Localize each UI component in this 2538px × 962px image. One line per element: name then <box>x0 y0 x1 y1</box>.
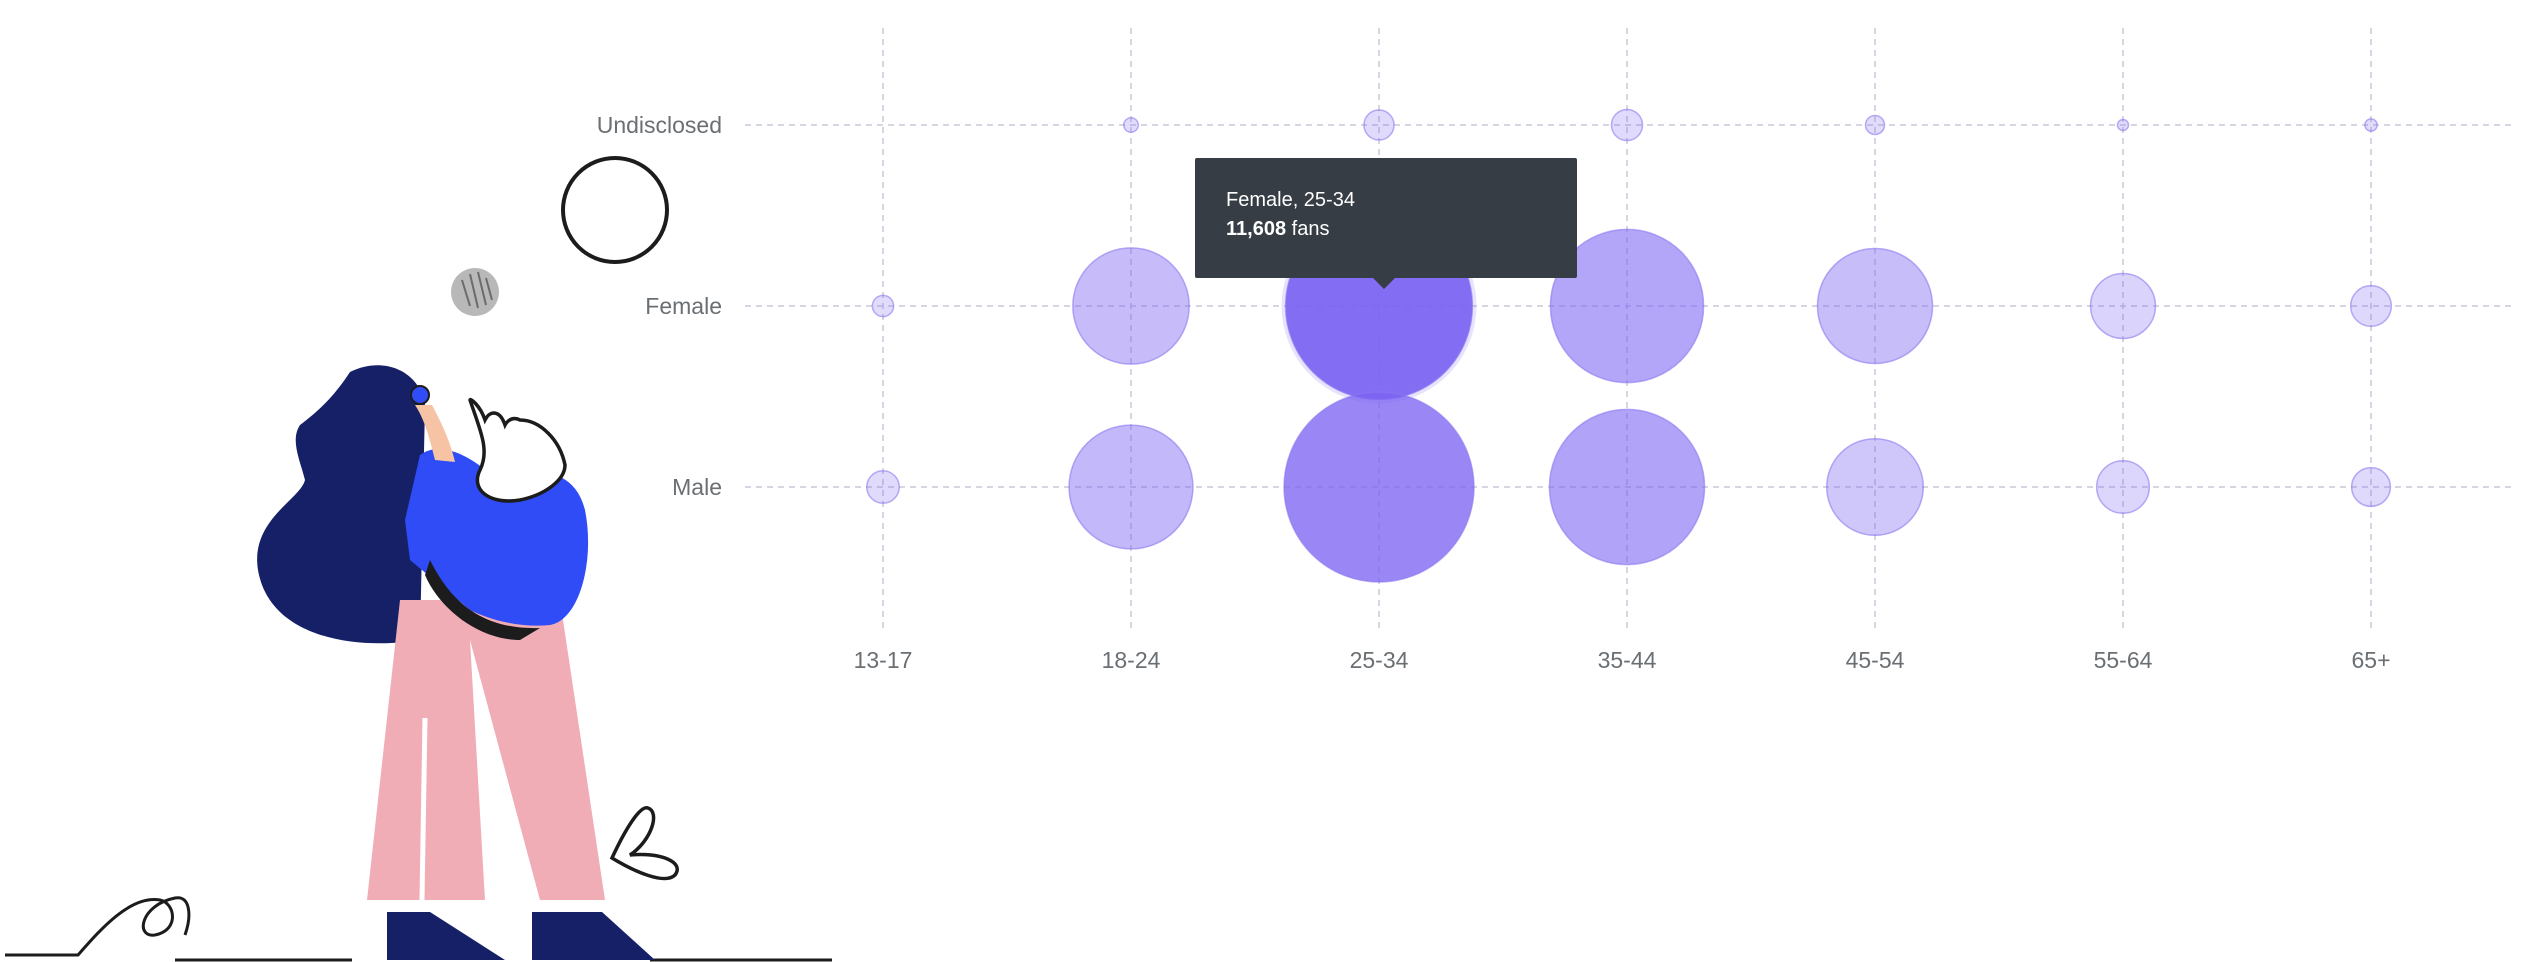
tooltip-value: 11,608 <box>1226 218 1287 240</box>
bubble-point[interactable] <box>1816 247 1934 365</box>
bubble-marks <box>866 108 2393 583</box>
right-shoe-icon <box>532 912 655 960</box>
tooltip-value-line: 11,608 fans <box>1226 214 1546 244</box>
row-label: Male <box>672 474 722 500</box>
column-label: 65+ <box>2351 647 2390 673</box>
bubble-point[interactable] <box>2364 118 2378 132</box>
bubble-point[interactable] <box>1283 391 1475 583</box>
tooltip-unit: fans <box>1291 218 1330 240</box>
tooltip-title: Female, 25-34 <box>1226 189 1355 211</box>
column-label: 18-24 <box>1102 647 1161 673</box>
column-label: 13-17 <box>854 647 913 673</box>
leaf-sprig-icon <box>609 806 679 881</box>
bubble-point[interactable] <box>866 470 900 504</box>
column-label: 45-54 <box>1846 647 1905 673</box>
bubble-point[interactable] <box>2350 466 2392 508</box>
column-label: 55-64 <box>2094 647 2153 673</box>
pants-crease <box>419 717 428 901</box>
column-label: 25-34 <box>1350 647 1409 673</box>
shirt-sash <box>425 560 540 640</box>
bubble-point[interactable] <box>1122 116 1140 134</box>
bubble-point[interactable] <box>1363 109 1395 141</box>
bubble-point[interactable] <box>1072 247 1190 365</box>
left-shoe-icon <box>387 912 505 960</box>
bubble-point[interactable] <box>1068 424 1194 550</box>
bubble-point[interactable] <box>2095 459 2151 515</box>
bubble-point[interactable] <box>1610 108 1644 142</box>
column-labels: 13-17 18-24 25-34 35-44 45-54 55-64 65+ <box>854 647 2391 673</box>
column-label: 35-44 <box>1598 647 1657 673</box>
waving-hand-icon <box>468 397 567 503</box>
chart-tooltip: Female, 25-34 11,608 fans <box>1195 158 1577 289</box>
bubble-point[interactable] <box>1825 437 1925 537</box>
bubble-point[interactable] <box>2116 118 2130 132</box>
ground-line-left <box>5 896 191 957</box>
bubble-point[interactable] <box>1549 228 1705 384</box>
hair-shape <box>257 365 425 644</box>
decor-circle-icon <box>561 156 669 264</box>
pants-shape <box>367 600 605 900</box>
row-label: Undisclosed <box>597 112 722 138</box>
bubble-point[interactable] <box>2349 284 2393 328</box>
bubble-point[interactable] <box>2089 272 2157 340</box>
bubble-point[interactable] <box>1548 408 1706 566</box>
row-label: Female <box>645 293 722 319</box>
raised-arm <box>415 405 455 462</box>
bubble-point[interactable] <box>871 294 895 318</box>
bubble-point[interactable] <box>1864 114 1886 136</box>
eye-icon <box>410 385 430 405</box>
decor-ball-texture <box>461 271 493 309</box>
row-labels: Undisclosed Female Male <box>597 112 722 500</box>
